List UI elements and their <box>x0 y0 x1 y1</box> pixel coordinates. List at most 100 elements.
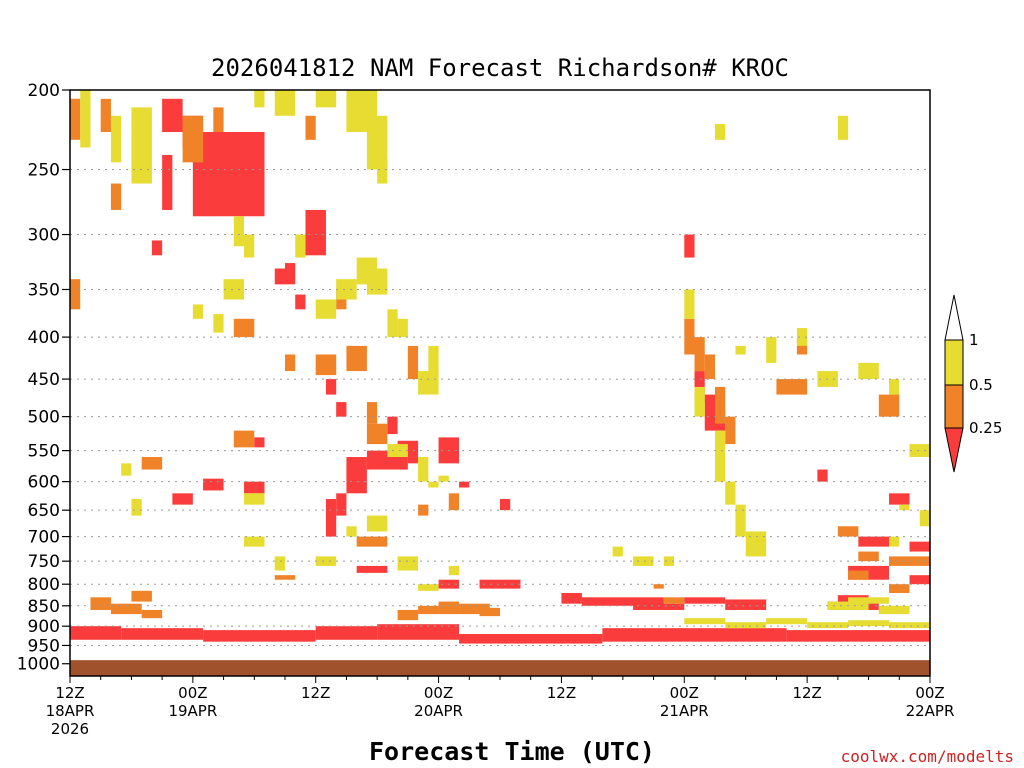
x-tick-label: 12Z <box>547 684 576 702</box>
x-tick-label: 20APR <box>414 702 463 720</box>
x-tick-label: 22APR <box>906 702 955 720</box>
heatmap-cell <box>356 565 388 573</box>
pressure-gridlines <box>70 169 930 646</box>
heatmap-cell <box>397 556 419 571</box>
heatmap-cell <box>899 504 910 511</box>
heatmap-cell <box>366 402 378 424</box>
heatmap-cell <box>909 556 930 566</box>
heatmap-cell <box>274 268 285 285</box>
heatmap-cell <box>305 115 316 140</box>
x-tick-label: 21APR <box>660 702 709 720</box>
colorbar-level-label: 0.25 <box>969 419 1002 437</box>
heatmap-cell <box>315 90 337 108</box>
heatmap-cell <box>110 603 142 615</box>
colorbar-level-label: 0.5 <box>969 376 993 394</box>
heatmap-cell <box>233 318 255 338</box>
heatmap-cell <box>766 337 777 363</box>
heatmap-cell <box>448 493 460 511</box>
heatmap-cell <box>336 493 347 516</box>
heatmap-cell <box>274 90 296 116</box>
heatmap-cell <box>70 279 81 310</box>
heatmap-cell <box>909 444 930 458</box>
heatmap-cell <box>725 481 736 505</box>
y-tick-label: 600 <box>28 473 60 493</box>
heatmap-cell <box>602 628 787 642</box>
heatmap-cell <box>182 115 204 163</box>
heatmap-cell <box>407 457 419 464</box>
heatmap-cell <box>192 304 204 319</box>
heatmap-cell <box>735 504 746 537</box>
heatmap-cell <box>459 481 470 488</box>
heatmap-cell <box>407 345 419 380</box>
heatmap-cell <box>848 620 890 627</box>
heatmap-cell <box>725 599 767 610</box>
heatmap-cell <box>807 622 849 629</box>
heatmap-cell <box>633 556 654 566</box>
heatmap-cell <box>285 354 296 372</box>
heatmap-cell <box>633 603 685 610</box>
heatmap-cell <box>203 478 224 491</box>
heatmap-cell <box>889 584 910 593</box>
heatmap-cell <box>110 183 122 210</box>
y-tick-label: 200 <box>28 81 60 101</box>
heatmap-cell <box>387 309 398 338</box>
y-axis: 200 250 300 350 400 450 500 550 600 650 700 750 8008… <box>17 81 70 675</box>
heatmap-cell <box>397 609 419 621</box>
heatmap-cell <box>315 354 337 376</box>
heatmap-cell <box>70 98 81 140</box>
heatmap-cell <box>786 630 930 642</box>
heatmap-cell <box>837 526 859 537</box>
colorbar-top-triangle <box>944 294 964 341</box>
heatmap-cell <box>244 234 255 258</box>
heatmap-cell <box>581 597 664 606</box>
heatmap-cell <box>131 107 152 184</box>
heatmap-cell <box>459 634 603 644</box>
heatmap-cell <box>377 154 388 184</box>
heatmap-cell <box>70 626 122 640</box>
heatmap-cell <box>418 504 429 516</box>
y-tick-label: 850 <box>28 597 60 617</box>
y-tick-label: 450 <box>28 370 60 390</box>
heatmap-cell <box>766 618 808 625</box>
heatmap-cell <box>500 499 511 511</box>
y-tick-label: 500 <box>28 408 60 428</box>
heatmap-cell <box>889 493 910 505</box>
heatmap-cell <box>90 597 111 610</box>
heatmap-cell <box>203 630 316 642</box>
colorbar-legend: 1 0.5 0.25 <box>944 294 1002 473</box>
heatmap-cell <box>889 379 900 395</box>
heatmap-cell <box>745 531 767 557</box>
heatmap-cell <box>295 234 306 258</box>
heatmap-cell <box>694 386 705 417</box>
heatmap-cell <box>448 565 460 576</box>
heatmap-cell <box>213 107 224 132</box>
colorbar-yellow-bin <box>944 339 964 386</box>
chart-title: 2026041812 NAM Forecast Richardson# KROC <box>211 54 789 82</box>
y-tick-label: 400 <box>28 328 60 348</box>
x-tick-label: 2026 <box>51 720 89 738</box>
heatmap-cell <box>735 345 746 355</box>
heatmap-cell <box>325 379 337 395</box>
x-tick-label: 00Z <box>670 684 699 702</box>
surface-ground-band <box>70 660 930 676</box>
heatmap-cell <box>479 607 500 617</box>
heatmap-cell <box>663 556 675 566</box>
heatmap-cells <box>70 90 930 644</box>
heatmap-cell <box>817 469 828 482</box>
x-tick-label: 12Z <box>792 684 821 702</box>
x-tick-label: 12Z <box>301 684 330 702</box>
y-tick-label: 300 <box>28 226 60 246</box>
y-tick-label: 700 <box>28 528 60 548</box>
heatmap-cell <box>561 592 582 604</box>
heatmap-cell <box>387 416 398 435</box>
x-axis-label: Forecast Time (UTC) <box>369 737 655 766</box>
y-tick-label: 1000 <box>17 655 60 675</box>
heatmap-cell <box>796 328 808 346</box>
heatmap-cell <box>172 493 193 505</box>
heatmap-cell <box>848 597 890 604</box>
heatmap-cell <box>305 209 326 256</box>
heatmap-cell <box>346 457 367 494</box>
y-tick-label: 750 <box>28 552 60 572</box>
